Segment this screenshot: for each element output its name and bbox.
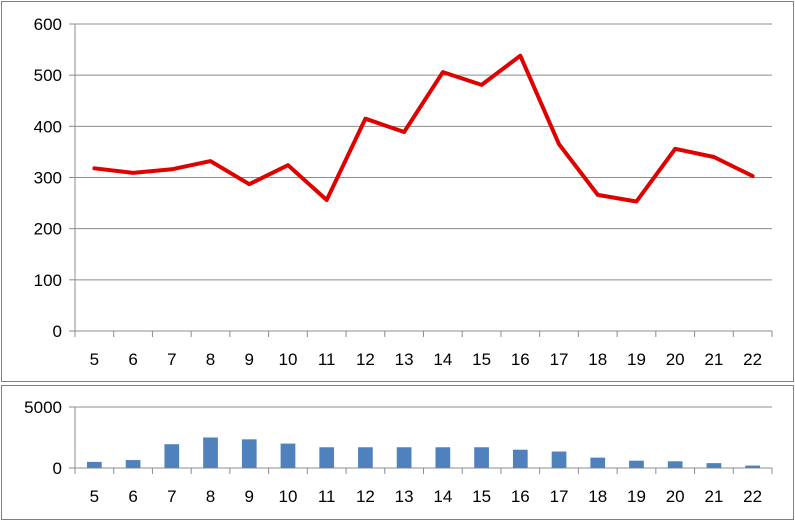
x-tick-label: 15 [472,350,491,369]
bar [87,461,102,468]
x-tick-label: 18 [588,487,607,506]
bar [319,447,335,468]
series-line [92,53,755,204]
bottom-chart-frame [1,385,794,520]
x-tick-label: 11 [318,350,336,369]
x-tick-label: 10 [279,487,298,506]
bar [358,447,373,468]
x-tick-label: 20 [666,487,685,506]
bar [551,451,567,468]
x-tick-label: 9 [245,350,254,369]
x-tick-label: 12 [356,350,375,369]
x-tick-label: 10 [279,350,298,369]
y-tick-label: 600 [34,15,62,34]
top-chart-frame [1,1,794,382]
x-tick-label: 22 [743,487,762,506]
bar [435,447,451,468]
bar [241,439,257,468]
x-tick-label: 18 [588,350,607,369]
x-tick-label: 19 [627,487,646,506]
x-tick-label: 13 [395,350,414,369]
x-tick-label: 7 [167,350,176,369]
y-tick-label: 100 [34,271,62,290]
bar [396,447,412,468]
bar [745,465,760,468]
x-tick-label: 12 [356,487,375,506]
bar [474,447,489,468]
x-tick-label: 5 [90,487,99,506]
x-tick-label: 8 [206,350,215,369]
x-tick-label: 17 [550,487,569,506]
x-tick-label: 13 [395,487,414,506]
x-tick-label: 14 [433,350,452,369]
bar [590,457,606,468]
y-tick-label: 500 [34,66,62,85]
bar-chart: 0 5000 5 6 7 8 9 10 11 12 13 14 15 16 17 18 19 20 21 22 [1,385,794,520]
x-tick-label: 6 [128,487,137,506]
x-tick-label: 9 [245,487,254,506]
x-tick-label: 8 [206,487,215,506]
line-chart: 0 100 200 300 400 500 600 5 6 7 8 9 10 11 12 13 14 15 16 17… [1,1,794,382]
x-tick-label: 6 [128,350,137,369]
x-tick-label: 16 [511,487,530,506]
bar [667,461,683,468]
bar [629,460,644,468]
x-tick-label: 22 [743,350,762,369]
bar [280,443,296,468]
x-tick-label: 17 [550,350,569,369]
bar [203,437,218,468]
y-tick-label: 0 [53,459,62,478]
y-tick-label: 300 [34,169,62,188]
x-tick-label: 19 [627,350,646,369]
x-tick-label: 16 [511,350,530,369]
x-tick-label: 11 [318,487,336,506]
x-tick-label: 21 [704,350,723,369]
y-tick-label: 200 [34,220,62,239]
bar [512,449,528,468]
x-tick-label: 5 [90,350,99,369]
y-tick-label: 400 [34,117,62,136]
x-tick-label: 15 [472,487,491,506]
y-tick-label: 0 [53,322,62,341]
x-tick-label: 21 [704,487,723,506]
x-tick-label: 20 [666,350,685,369]
bar [125,460,141,468]
x-tick-label: 7 [167,487,176,506]
x-tick-label: 14 [433,487,452,506]
y-tick-label: 5000 [24,398,62,417]
bar [706,463,722,468]
bar [164,444,180,468]
